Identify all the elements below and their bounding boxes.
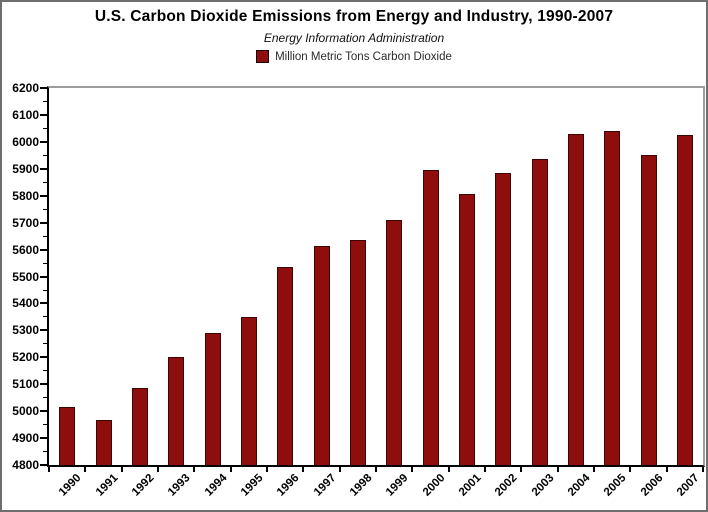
- x-tick: [447, 467, 450, 472]
- x-tick: [120, 467, 123, 472]
- x-tick: [556, 467, 559, 472]
- bar-1998: [349, 239, 366, 465]
- y-minor-tick: [43, 235, 47, 237]
- y-major-tick: [40, 221, 47, 224]
- y-minor-tick: [43, 397, 47, 399]
- y-tick-label: 6200: [12, 81, 39, 95]
- plot-area: [47, 86, 705, 467]
- y-major-tick: [40, 410, 47, 413]
- x-tick: [338, 467, 341, 472]
- y-tick-label: 5200: [12, 350, 39, 365]
- y-major-tick: [40, 275, 47, 278]
- y-tick-label: 5900: [12, 161, 39, 176]
- y-minor-tick: [43, 370, 47, 372]
- y-minor-tick: [43, 424, 47, 426]
- y-major-tick: [40, 464, 47, 466]
- x-tick: [702, 467, 704, 472]
- y-major-tick: [40, 113, 47, 116]
- bar-1999: [386, 219, 403, 465]
- x-tick-label-1990: 1990: [57, 472, 84, 499]
- y-minor-tick: [43, 181, 47, 183]
- bar-2005: [604, 131, 621, 465]
- y-tick-label: 5600: [12, 242, 39, 257]
- y-minor-tick: [43, 262, 47, 264]
- y-major-tick: [40, 248, 47, 251]
- y-tick-label: 6100: [12, 107, 39, 122]
- y-minor-tick: [43, 154, 47, 156]
- y-major-tick: [40, 140, 47, 143]
- y-major-tick: [40, 194, 47, 197]
- legend-label: Million Metric Tons Carbon Dioxide: [275, 50, 452, 63]
- bar-2000: [422, 170, 439, 465]
- x-tick: [484, 467, 486, 472]
- bar-2007: [676, 134, 693, 465]
- y-tick-label: 5800: [12, 188, 39, 203]
- y-major-tick: [40, 383, 47, 386]
- y-minor-tick: [43, 451, 47, 452]
- y-tick-label: 6000: [12, 134, 39, 149]
- y-minor-tick: [43, 289, 47, 291]
- x-tick: [629, 467, 632, 472]
- y-minor-tick: [43, 316, 47, 318]
- y-tick-label: 4900: [12, 431, 39, 446]
- bar-2003: [531, 158, 548, 465]
- x-tick: [302, 467, 305, 472]
- y-major-tick: [40, 329, 47, 332]
- bar-1993: [168, 356, 185, 465]
- bar-1994: [204, 333, 221, 465]
- x-tick: [84, 467, 87, 472]
- bar-2002: [495, 173, 512, 465]
- legend: Million Metric Tons Carbon Dioxide: [2, 50, 706, 63]
- bar-1997: [313, 245, 330, 465]
- y-minor-tick: [43, 343, 47, 345]
- x-tick: [411, 467, 414, 472]
- bar-1995: [240, 316, 257, 465]
- x-tick: [193, 467, 196, 472]
- bar-2001: [458, 194, 475, 465]
- legend-swatch-icon: [256, 50, 270, 63]
- y-tick-label: 5100: [12, 377, 39, 392]
- x-tick: [48, 467, 50, 472]
- y-tick-label: 5400: [12, 296, 39, 311]
- y-major-tick: [40, 87, 47, 89]
- bar-1992: [131, 387, 148, 465]
- x-tick: [593, 467, 595, 472]
- x-tick: [520, 467, 523, 472]
- chart-subtitle: Energy Information Administration: [263, 31, 445, 45]
- chart-title: U.S. Carbon Dioxide Emissions from Energ…: [94, 8, 614, 25]
- y-tick-label: 4800: [12, 458, 39, 472]
- y-minor-tick: [43, 127, 47, 129]
- y-major-tick: [40, 437, 47, 440]
- bar-2004: [567, 133, 584, 465]
- y-tick-label: 5700: [12, 215, 39, 230]
- x-tick: [665, 467, 668, 472]
- y-tick-label: 5000: [12, 404, 39, 419]
- x-tick: [375, 467, 377, 472]
- y-minor-tick: [43, 208, 47, 210]
- y-tick-label: 5500: [12, 269, 39, 284]
- bar-2006: [640, 155, 657, 465]
- y-major-tick: [40, 356, 47, 359]
- bar-1990: [59, 406, 76, 465]
- bar-1991: [95, 419, 112, 465]
- x-tick: [229, 467, 232, 472]
- bar-1996: [277, 267, 294, 465]
- x-tick: [157, 467, 159, 472]
- x-tick: [266, 467, 268, 472]
- y-major-tick: [40, 167, 47, 170]
- y-major-tick: [40, 302, 47, 305]
- y-tick-label: 5300: [12, 323, 39, 338]
- y-minor-tick: [43, 101, 47, 102]
